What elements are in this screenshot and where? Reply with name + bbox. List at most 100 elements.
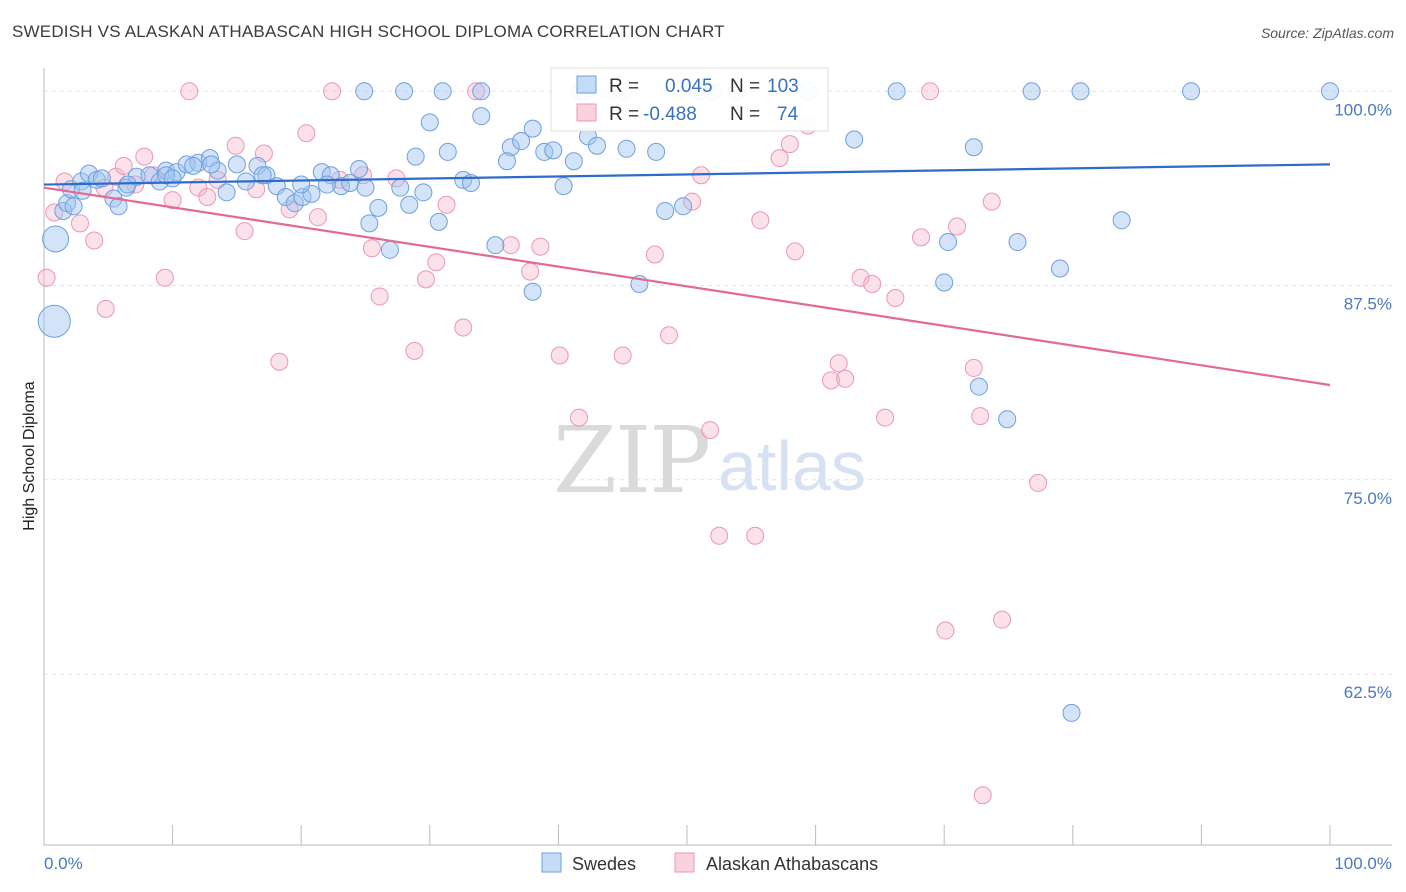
athabascans-point: [948, 217, 967, 236]
swedes-point: [317, 175, 336, 194]
stats-r-label-athabascans: R =: [609, 104, 639, 125]
athabascans-point: [37, 268, 56, 287]
swedes-point: [350, 160, 369, 179]
athabascans-point: [751, 211, 770, 230]
swedes-point: [486, 236, 505, 255]
legend-swatch-athabascans[interactable]: [674, 852, 695, 873]
swedes-point: [964, 138, 983, 157]
athabascans-point: [297, 124, 316, 143]
swedes-point: [1050, 259, 1069, 278]
swedes-point: [227, 155, 246, 174]
athabascans-point: [710, 526, 729, 545]
swedes-point: [969, 377, 988, 396]
athabascans-point: [829, 354, 848, 373]
swedes-point: [406, 147, 425, 166]
y-tick-label: 62.5%: [1344, 683, 1392, 702]
watermark: ZIP atlas: [553, 407, 866, 514]
athabascans-point: [189, 178, 208, 197]
swedes-point: [429, 212, 448, 231]
athabascans-point: [569, 408, 588, 427]
athabascans-point: [85, 231, 104, 250]
swedes-point: [253, 166, 272, 185]
swedes-point: [617, 139, 636, 158]
stats-swatch-athabascans: [576, 103, 597, 122]
athabascans-point: [226, 136, 245, 155]
swedes-trendline: [43, 163, 1331, 186]
athabascans-point: [362, 239, 381, 258]
athabascans-point: [964, 358, 983, 377]
athabascans-point: [427, 253, 446, 272]
athabascans-point: [405, 341, 424, 360]
athabascans-point: [437, 195, 456, 214]
athabascans-point: [780, 135, 799, 154]
athabascans-point: [851, 268, 870, 287]
swedes-point: [118, 175, 137, 194]
swedes-point: [564, 152, 583, 171]
swedes-point: [400, 195, 419, 214]
athabascans-point: [936, 621, 955, 640]
swedes-point: [523, 282, 542, 301]
swedes-point: [177, 155, 196, 174]
swedes-point: [497, 152, 516, 171]
athabascans-point: [993, 610, 1012, 629]
stats-box-frame: [550, 67, 829, 132]
series-swedes: [37, 82, 1339, 722]
swedes-point: [647, 142, 666, 161]
trendlines: [43, 163, 1331, 387]
chart-title: SWEDISH VS ALASKAN ATHABASCAN HIGH SCHOO…: [12, 22, 725, 41]
athabascans-point: [746, 526, 765, 545]
swedes-point: [935, 273, 954, 292]
athabascans-point: [863, 275, 882, 294]
athabascans-trendline: [43, 186, 1331, 387]
athabascans-point: [645, 245, 664, 264]
swedes-point: [163, 169, 182, 188]
y-tick-label: 87.5%: [1344, 295, 1392, 314]
swedes-point: [420, 113, 439, 132]
stats-n-value-swedes: 103: [767, 76, 799, 97]
athabascans-point: [45, 203, 64, 222]
stats-r-value-swedes: 0.045: [665, 76, 713, 97]
swedes-point: [998, 410, 1017, 429]
legend-label-swedes[interactable]: Swedes: [572, 854, 636, 874]
athabascans-point: [550, 346, 569, 365]
athabascans-point: [96, 299, 115, 318]
athabascans-point: [501, 236, 520, 255]
athabascans-point: [370, 287, 389, 306]
swedes-point: [939, 233, 958, 252]
swedes-point: [292, 175, 311, 194]
swedes-point: [433, 82, 452, 101]
legend-swatch-swedes[interactable]: [541, 852, 562, 873]
athabascans-point: [786, 242, 805, 261]
athabascans-point: [308, 208, 327, 227]
athabascans-point: [836, 369, 855, 388]
athabascans-point: [416, 270, 435, 289]
swedes-point: [184, 156, 203, 175]
stats-r-value-athabascans: -0.488: [643, 104, 697, 125]
athabascans-point: [155, 268, 174, 287]
stats-n-value-athabascans: 74: [777, 104, 799, 125]
legend-label-athabascans[interactable]: Alaskan Athabascans: [706, 854, 878, 874]
athabascans-point: [659, 326, 678, 345]
athabascans-point: [613, 346, 632, 365]
swedes-point: [1182, 82, 1201, 101]
swedes-point: [1022, 82, 1041, 101]
swedes-point: [535, 142, 554, 161]
swedes-point: [217, 183, 236, 202]
swedes-point: [37, 304, 71, 338]
athabascans-point: [114, 156, 133, 175]
stats-r-label-swedes: R =: [609, 76, 639, 97]
swedes-point: [42, 225, 70, 253]
athabascans-point: [180, 82, 199, 101]
y-tick-label: 75.0%: [1344, 489, 1392, 508]
swedes-point: [512, 132, 531, 151]
athabascans-point: [323, 82, 342, 101]
athabascans-point: [770, 149, 789, 168]
swedes-point: [395, 82, 414, 101]
swedes-point: [438, 142, 457, 161]
swedes-point: [1071, 82, 1090, 101]
swedes-point: [391, 178, 410, 197]
athabascans-point: [822, 371, 841, 390]
swedes-point: [369, 198, 388, 217]
swedes-point: [380, 240, 399, 259]
x-tick-label-min: 0.0%: [44, 854, 83, 873]
